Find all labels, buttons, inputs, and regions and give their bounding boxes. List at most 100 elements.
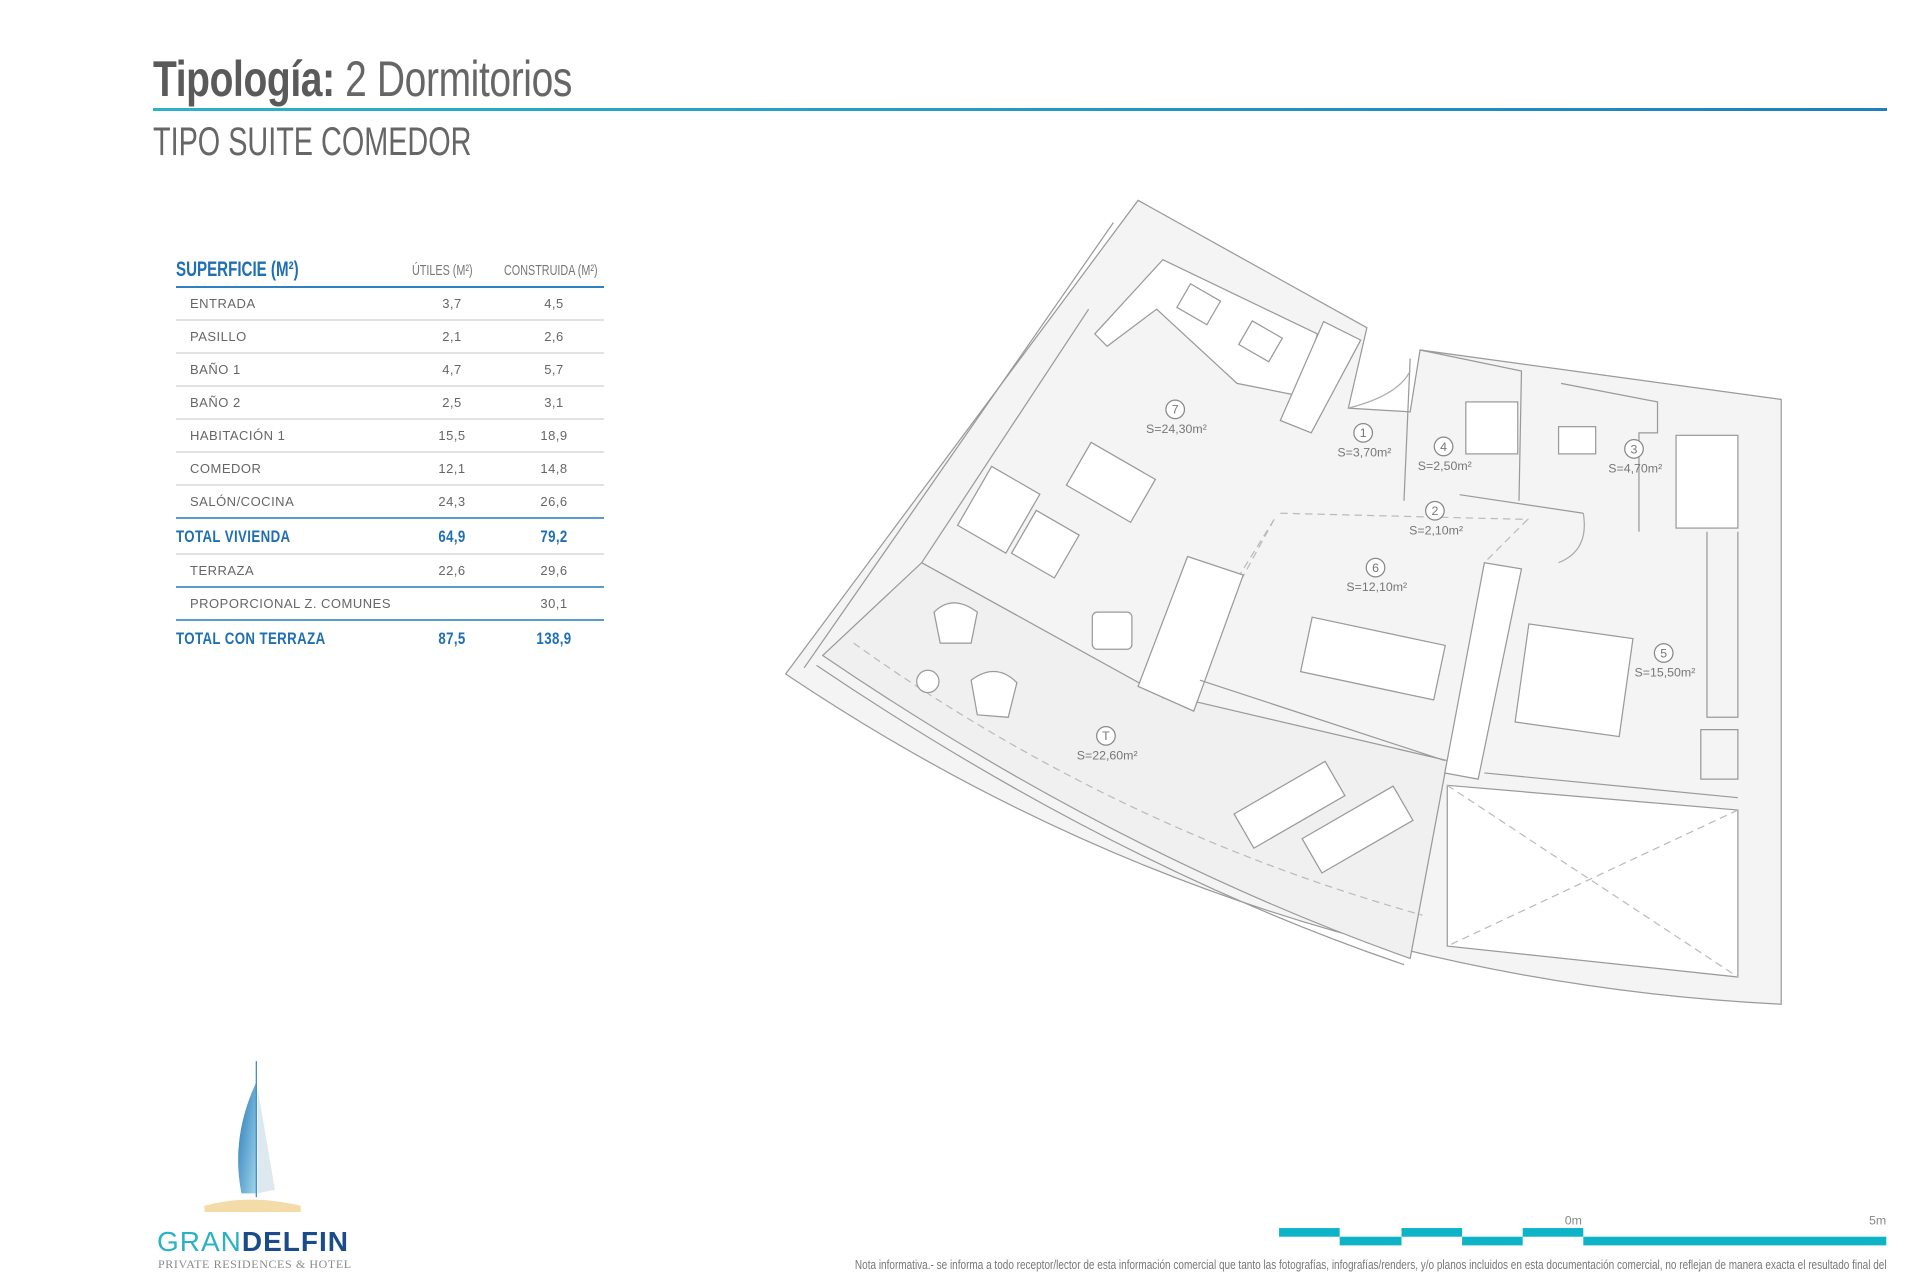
- header-surface: SUPERFICIE (M²): [176, 258, 299, 281]
- table-row: ENTRADA 3,7 4,5: [176, 288, 604, 321]
- row-utiles: 4,7: [442, 362, 462, 377]
- left-wall: [803, 222, 1114, 669]
- table-row: BAÑO 2 2,5 3,1: [176, 387, 604, 420]
- logo-wordmark: GRANDELFIN: [157, 1226, 350, 1257]
- title-divider: [153, 108, 1887, 111]
- page-title: Tipología: 2 Dormitorios: [153, 50, 572, 108]
- glass-wall: [1199, 679, 1738, 799]
- wall-column-right: [1444, 561, 1523, 780]
- row-construida: 138,9: [536, 629, 572, 648]
- room-area: S=12,10m²: [1346, 580, 1407, 594]
- scale-segment: [1583, 1236, 1887, 1246]
- dining-table: [1299, 616, 1446, 701]
- table-row: PROPORCIONAL Z. COMUNES 30,1: [176, 588, 604, 621]
- row-construida: 14,8: [540, 461, 568, 476]
- row-name: BAÑO 1: [190, 362, 241, 377]
- room-area: S=2,50m²: [1418, 459, 1472, 473]
- row-construida: 4,5: [544, 296, 564, 311]
- table-row: HABITACIÓN 1 15,5 18,9: [176, 420, 604, 453]
- wardrobe: [1675, 434, 1739, 529]
- row-name: TOTAL VIVIENDA: [176, 527, 291, 546]
- room-number-circle: [1096, 725, 1116, 746]
- lounger-2: [1301, 785, 1414, 874]
- room-label: T S=22,60m²: [1077, 725, 1138, 762]
- terrace-inner-edge: [816, 664, 1405, 966]
- room-area: S=4,70m²: [1608, 461, 1662, 475]
- right-terrace-cross: [1446, 784, 1739, 978]
- kitchen-hob: [1237, 320, 1284, 363]
- legal-note: Nota informativa.- se informa a todo rec…: [855, 1258, 1887, 1272]
- header-construida: CONSTRUIDA (M²): [504, 262, 598, 279]
- room-number-circle: [1653, 643, 1674, 663]
- table-row: SALÓN/COCINA 24,3 26,6: [176, 486, 604, 519]
- scale-segment: [1401, 1228, 1463, 1237]
- row-utiles: 3,7: [442, 296, 462, 311]
- room-number: 5: [1660, 646, 1667, 660]
- table-row: BAÑO 1 4,7 5,7: [176, 354, 604, 387]
- wall-column-mid: [1137, 555, 1245, 712]
- terrace-chair-2: [970, 670, 1018, 718]
- table-row: TOTAL VIVIENDA 64,9 79,2: [176, 519, 604, 555]
- terrace-table: [916, 669, 940, 694]
- scale-segment: [1462, 1236, 1523, 1246]
- row-utiles: 24,3: [438, 494, 466, 509]
- row-name: ENTRADA: [190, 296, 256, 311]
- scale-bar: [1279, 1228, 1887, 1246]
- logo-tagline: PRIVATE RESIDENCES & HOTEL: [158, 1257, 352, 1271]
- room-number: T: [1102, 729, 1110, 743]
- table-row: TERRAZA 22,6 29,6: [176, 555, 604, 588]
- row-construida: 79,2: [540, 527, 568, 546]
- title-value: 2 Dormitorios: [345, 51, 572, 107]
- terrace-chair-1: [933, 602, 978, 644]
- room-number: 3: [1631, 442, 1638, 456]
- armchair: [1091, 611, 1133, 650]
- bath-walls: [1403, 349, 1659, 532]
- sofa: [1065, 441, 1157, 524]
- row-name: PROPORCIONAL Z. COMUNES: [190, 596, 391, 611]
- kitchen-sink: [1176, 282, 1222, 326]
- row-construida: 5,7: [544, 362, 564, 377]
- room-number-circle: [1624, 439, 1644, 459]
- room-labels: 7 S=24,30m² 1 S=3,70m² 4 S=2,50m² 3 S=4,70m² 2 S=…: [1077, 399, 1695, 762]
- room-area: S=2,10m²: [1409, 523, 1463, 537]
- room-label: 5 S=15,50m²: [1635, 643, 1695, 679]
- scale-start-label: 0m: [1565, 1213, 1582, 1227]
- row-utiles: 22,6: [438, 563, 466, 578]
- room-area: S=3,70m²: [1337, 445, 1391, 459]
- room-number-circle: [1165, 399, 1186, 420]
- room-label: 7 S=24,30m²: [1146, 399, 1207, 436]
- room-number: 6: [1372, 561, 1379, 575]
- plan-drawing: [784, 199, 1782, 1005]
- room-number-circle: [1365, 557, 1386, 578]
- row-utiles: 2,1: [442, 329, 462, 344]
- scale-end-label: 5m: [1869, 1213, 1886, 1227]
- door-entrance: [1348, 370, 1411, 409]
- table-row: TOTAL CON TERRAZA 87,5 138,9: [176, 621, 604, 655]
- header-utiles: ÚTILES (M²): [412, 262, 473, 279]
- logo-sail-icon: [204, 1061, 301, 1212]
- row-utiles: 2,5: [442, 395, 462, 410]
- row-utiles: 87,5: [438, 629, 466, 648]
- bath2-unit: [1557, 426, 1597, 455]
- row-utiles: 15,5: [438, 428, 466, 443]
- row-utiles: 64,9: [438, 527, 466, 546]
- row-construida: 3,1: [544, 395, 564, 410]
- room-number-circle: [1353, 422, 1374, 443]
- bed: [1514, 623, 1634, 738]
- room-number-circle: [1425, 500, 1445, 521]
- door-bedroom: [1558, 513, 1585, 564]
- scale-segment: [1279, 1228, 1340, 1237]
- room-number: 2: [1431, 504, 1438, 518]
- row-utiles: 12,1: [438, 461, 466, 476]
- scale-segment: [1339, 1236, 1402, 1246]
- row-name: PASILLO: [190, 329, 247, 344]
- row-construida: 2,6: [544, 329, 564, 344]
- table-row: COMEDOR 12,1 14,8: [176, 453, 604, 486]
- column-top: [1279, 320, 1362, 434]
- row-name: SALÓN/COCINA: [190, 494, 295, 509]
- terrace-dashed-edge: [853, 642, 1423, 916]
- room-label: 6 S=12,10m²: [1346, 557, 1407, 594]
- room-number: 4: [1440, 440, 1447, 454]
- room-number: 7: [1172, 403, 1179, 417]
